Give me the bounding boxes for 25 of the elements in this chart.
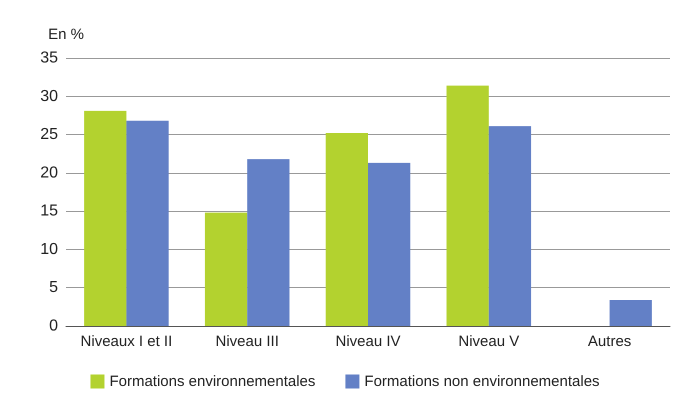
- legend-label: Formations non environnementales: [364, 373, 600, 390]
- y-tick-label: 0: [49, 318, 58, 334]
- x-tick-label: Niveaux I et II: [80, 333, 172, 350]
- bar: [84, 110, 126, 326]
- bar: [247, 159, 290, 326]
- y-tick-label: 25: [40, 126, 58, 144]
- bar: [368, 162, 410, 326]
- y-tick-label: 35: [40, 50, 58, 66]
- x-tick-label: Niveau V: [458, 333, 520, 350]
- x-tick-label: Autres: [588, 333, 632, 350]
- y-tick-label: 5: [49, 279, 58, 296]
- legend-label: Formations environnementales: [109, 373, 316, 390]
- bar: [326, 133, 368, 326]
- y-tick-label: 20: [40, 164, 58, 182]
- bar: [610, 300, 652, 326]
- bar: [126, 120, 169, 326]
- bar: [204, 212, 248, 326]
- x-tick-label: Niveau III: [216, 333, 279, 350]
- y-tick-label: 10: [40, 240, 58, 258]
- y-tick-label: 30: [40, 88, 58, 105]
- x-tick-label: Niveau IV: [335, 333, 401, 350]
- bar: [488, 126, 532, 326]
- bar: [446, 86, 489, 326]
- y-tick-label: 15: [40, 202, 58, 220]
- y-axis-title: En %: [48, 26, 84, 43]
